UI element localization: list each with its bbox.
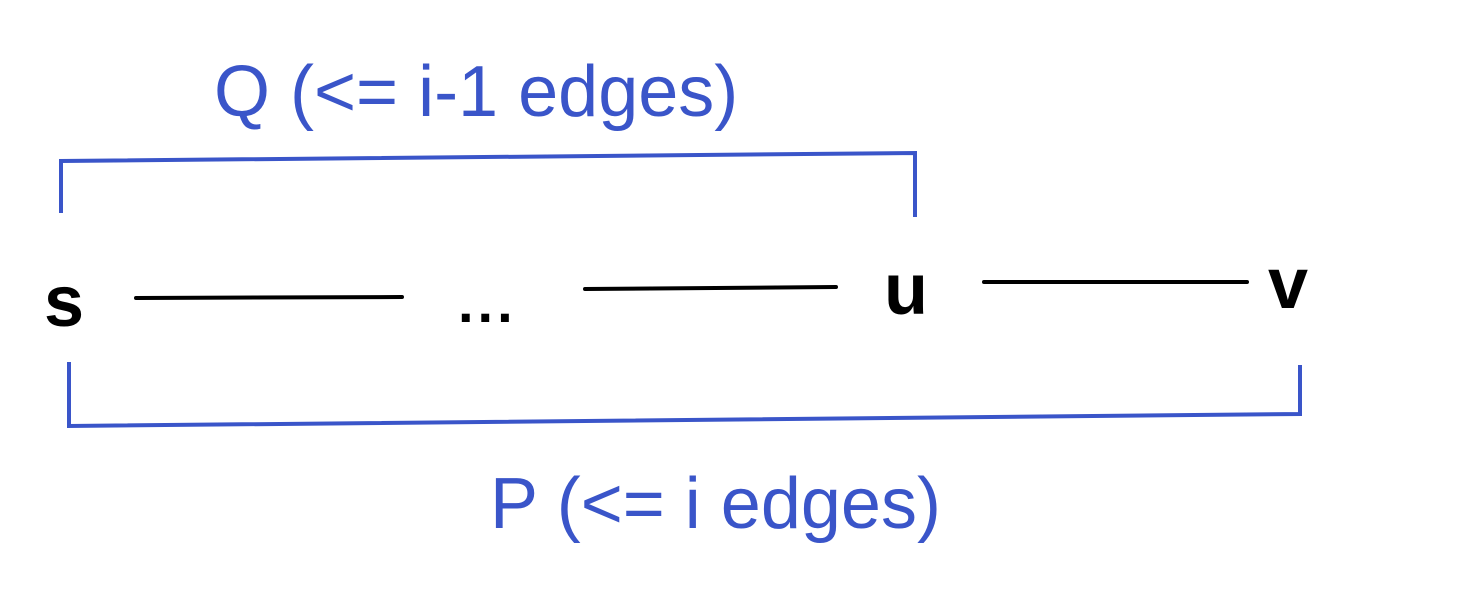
ellipsis: ... — [458, 271, 517, 334]
top-bracket-label: Q (<= i-1 edges) — [214, 52, 738, 132]
bottom-bracket — [67, 362, 1302, 429]
top-bracket — [59, 150, 917, 217]
edge-s-ellipsis — [134, 295, 404, 300]
bottom-bracket-label: P (<= i edges) — [490, 464, 941, 544]
node-v: v — [1268, 244, 1308, 324]
node-u: u — [884, 250, 928, 330]
edge-ellipsis-u — [583, 285, 838, 291]
node-s: s — [44, 262, 84, 342]
